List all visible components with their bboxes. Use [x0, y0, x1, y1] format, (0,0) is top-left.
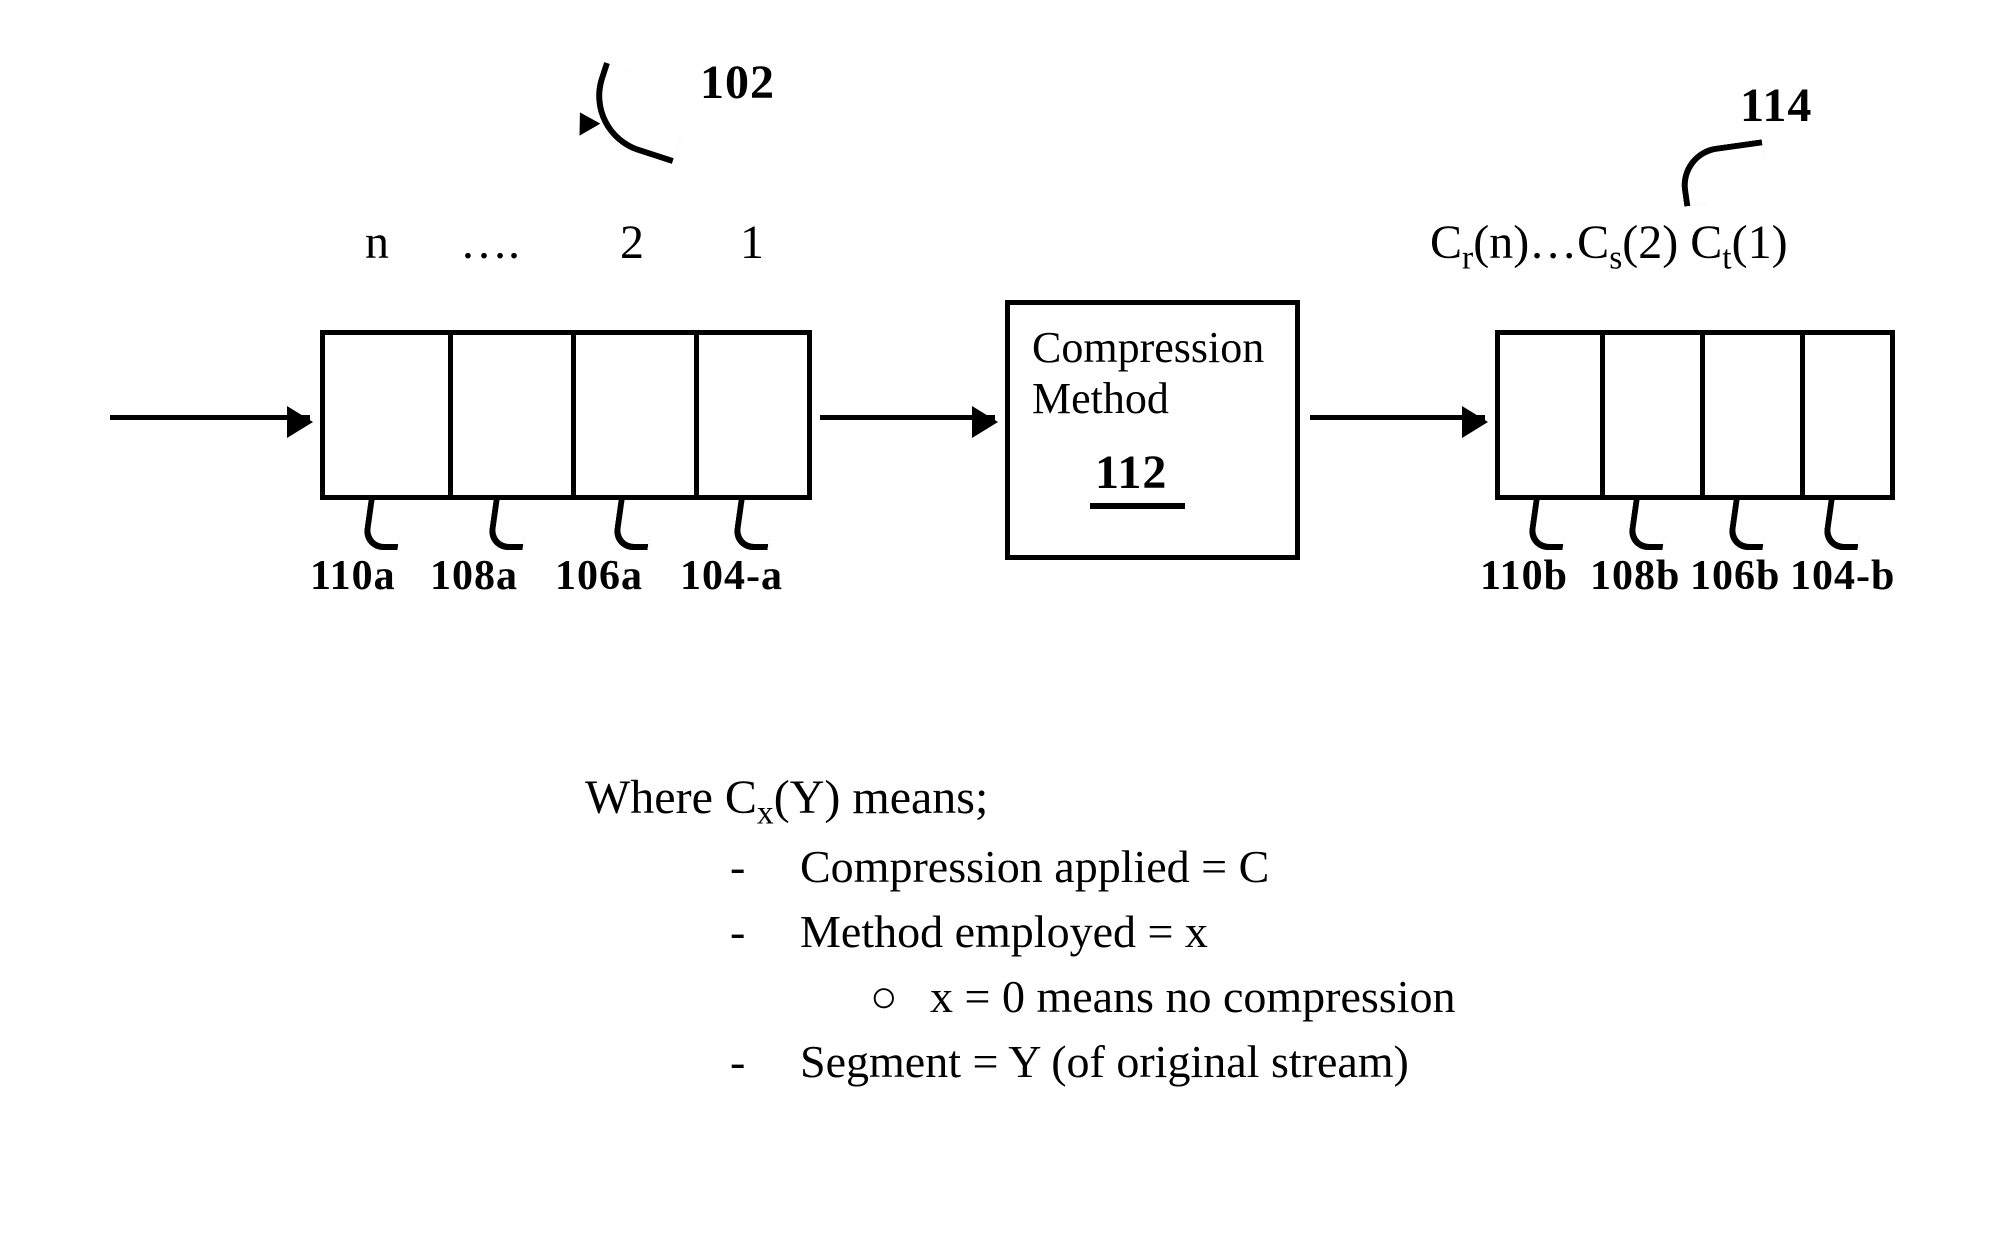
- tick-icon: [731, 500, 774, 550]
- input-ref-106a: 106a: [555, 552, 643, 600]
- legend-subitem: x = 0 means no compression: [930, 970, 1455, 1023]
- diagram-canvas: 102 n …. 2 1 110a 108a 106a 104-a Compre…: [0, 0, 1989, 1242]
- tick-icon: [1526, 500, 1569, 550]
- tick-icon: [361, 500, 404, 550]
- legend-item-1: Compression applied = C: [800, 840, 1269, 893]
- legend-bullet-3: -: [730, 1035, 745, 1088]
- output-cell-divider-3: [1800, 335, 1805, 495]
- ref-112-underline: [1090, 503, 1185, 509]
- ref-114-leader: [1677, 139, 1770, 206]
- input-ref-104a: 104-a: [680, 552, 783, 600]
- input-top-label-2: 2: [620, 215, 644, 270]
- output-ref-104b: 104-b: [1790, 552, 1895, 600]
- ref-112: 112: [1095, 445, 1167, 500]
- input-top-label-1: 1: [740, 215, 764, 270]
- output-top-label: Cr(n)…Cs(2) Ct(1): [1430, 215, 1788, 278]
- tick-icon: [1821, 500, 1864, 550]
- tick-icon: [1626, 500, 1669, 550]
- tick-icon: [611, 500, 654, 550]
- ref-102-leader: [581, 62, 696, 164]
- input-ref-110a: 110a: [310, 552, 396, 600]
- output-ref-110b: 110b: [1480, 552, 1568, 600]
- arrow-in: [110, 415, 310, 420]
- arrow-out: [1310, 415, 1485, 420]
- arrow-mid: [820, 415, 995, 420]
- input-cell-divider-2: [571, 335, 576, 495]
- process-line2: Method: [1032, 374, 1273, 425]
- input-cell-divider-1: [448, 335, 453, 495]
- legend-heading: Where Cx(Y) means;: [585, 770, 988, 833]
- input-cell-divider-3: [694, 335, 699, 495]
- process-line1: Compression: [1032, 323, 1273, 374]
- output-cell-divider-2: [1700, 335, 1705, 495]
- legend-item-3: Segment = Y (of original stream): [800, 1035, 1409, 1088]
- tick-icon: [1726, 500, 1769, 550]
- input-top-label-dots: ….: [460, 215, 520, 270]
- legend-subbullet: ○: [870, 970, 898, 1023]
- output-cell-divider-1: [1600, 335, 1605, 495]
- ref-114: 114: [1740, 78, 1812, 133]
- process-box: Compression Method 112: [1005, 300, 1300, 560]
- input-segments: [320, 330, 812, 500]
- input-ref-108a: 108a: [430, 552, 518, 600]
- input-top-label-n: n: [365, 215, 389, 270]
- output-segments: [1495, 330, 1895, 500]
- legend-bullet-2: -: [730, 905, 745, 958]
- ref-102: 102: [700, 55, 775, 110]
- legend-item-2: Method employed = x: [800, 905, 1208, 958]
- output-ref-106b: 106b: [1690, 552, 1780, 600]
- tick-icon: [486, 500, 529, 550]
- legend-bullet-1: -: [730, 840, 745, 893]
- output-ref-108b: 108b: [1590, 552, 1680, 600]
